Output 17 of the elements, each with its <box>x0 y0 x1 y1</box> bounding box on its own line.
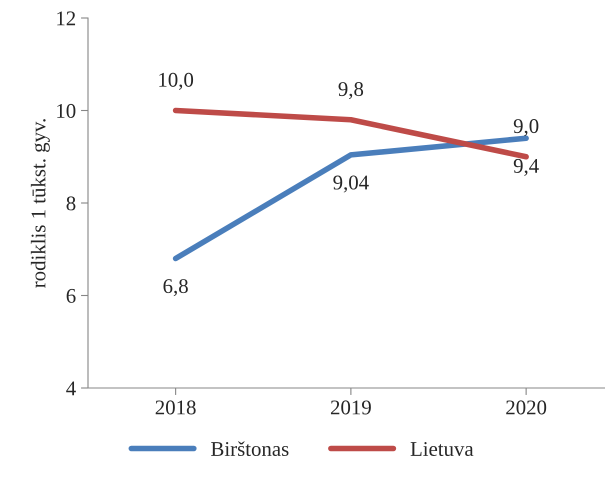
y-axis-title: rodiklis 1 tūkst. gyv. <box>30 119 50 288</box>
data-label: 10,0 <box>159 72 194 90</box>
legend-label: Lietuva <box>410 442 474 456</box>
x-tick-label: 2018 <box>156 400 196 414</box>
y-tick-label: 4 <box>66 382 76 396</box>
x-tick-label: 2020 <box>506 400 546 414</box>
data-label: 6,8 <box>164 279 188 296</box>
y-tick-label: 8 <box>66 196 76 210</box>
data-label: 9,8 <box>338 82 364 100</box>
y-tick-label: 12 <box>57 11 76 26</box>
y-tick-label: 6 <box>66 288 76 303</box>
data-label: 9,4 <box>514 158 539 176</box>
legend-label: Birštonas <box>211 441 288 456</box>
x-tick-label: 2019 <box>330 400 371 414</box>
data-label: 9,04 <box>333 176 369 193</box>
data-label: 9,0 <box>514 119 538 136</box>
y-tick-label: 10 <box>57 104 76 118</box>
